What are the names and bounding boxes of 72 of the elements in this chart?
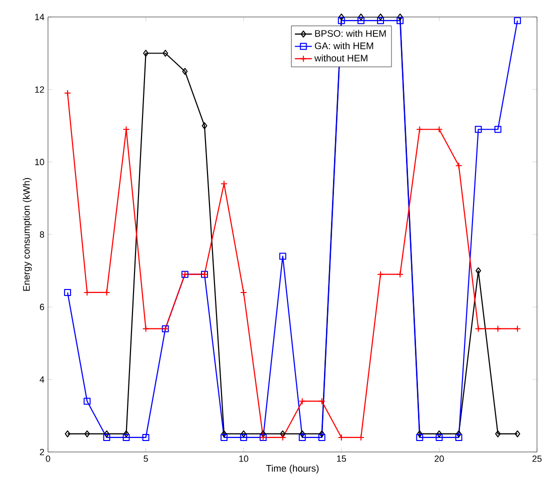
point	[143, 50, 149, 57]
legend-label: BPSO: with HEM	[315, 30, 386, 37]
point	[122, 434, 130, 441]
point	[377, 270, 384, 278]
point	[416, 434, 424, 441]
point	[202, 122, 208, 130]
point	[240, 434, 248, 441]
y-tick-label: 14	[35, 14, 44, 20]
point	[357, 17, 364, 24]
point	[298, 434, 306, 441]
point	[416, 430, 422, 438]
x-tick-label: 0	[46, 456, 50, 462]
y-tick-label: 10	[35, 158, 44, 166]
point	[104, 430, 110, 438]
point	[280, 430, 286, 438]
point	[142, 325, 150, 332]
point	[318, 434, 326, 441]
point	[300, 430, 306, 438]
point	[338, 13, 344, 20]
y-tick-label: 2	[40, 448, 44, 456]
point	[358, 13, 364, 20]
point	[495, 430, 501, 438]
legend-label: without HEM	[314, 54, 368, 62]
legend-label: GA: with HEM	[314, 42, 374, 50]
point	[436, 126, 443, 133]
point	[182, 68, 188, 75]
point	[319, 430, 325, 438]
point	[396, 270, 404, 278]
y-tick-label: 6	[40, 304, 44, 310]
point	[455, 162, 462, 170]
x-tick-label: 10	[239, 456, 248, 462]
x-tick-label: 25	[532, 456, 542, 462]
y-axis-title: Energy consumption (kWh)	[22, 178, 32, 291]
point	[436, 430, 442, 438]
y-tick-label: 12	[35, 86, 44, 93]
point	[476, 267, 482, 274]
point	[456, 430, 462, 438]
point	[84, 398, 91, 405]
point	[416, 126, 424, 133]
point	[397, 13, 403, 20]
point	[279, 252, 286, 260]
point	[436, 434, 443, 441]
point	[84, 430, 90, 438]
point	[318, 398, 326, 405]
y-tick-label: 4	[40, 376, 44, 383]
point	[514, 17, 521, 24]
x-tick-label: 15	[337, 456, 346, 462]
point	[240, 430, 246, 438]
x-axis-title: Time (hours)	[266, 464, 319, 474]
point	[494, 126, 502, 133]
point	[64, 288, 72, 296]
point	[220, 180, 228, 188]
point	[103, 434, 110, 441]
point	[474, 126, 482, 133]
point	[455, 434, 462, 441]
point	[142, 434, 150, 441]
x-tick-label: 5	[144, 456, 148, 462]
point	[124, 430, 129, 438]
point	[338, 17, 345, 24]
point	[260, 430, 266, 438]
point	[298, 398, 306, 405]
y-tick-label: 8	[40, 231, 44, 238]
point	[494, 325, 502, 332]
x-tick-label: 20	[434, 456, 444, 462]
point	[378, 13, 384, 20]
point	[221, 430, 227, 438]
point	[220, 434, 228, 441]
point	[377, 17, 384, 24]
point	[396, 17, 404, 24]
point	[474, 325, 482, 332]
point	[240, 288, 248, 296]
point	[162, 50, 168, 57]
